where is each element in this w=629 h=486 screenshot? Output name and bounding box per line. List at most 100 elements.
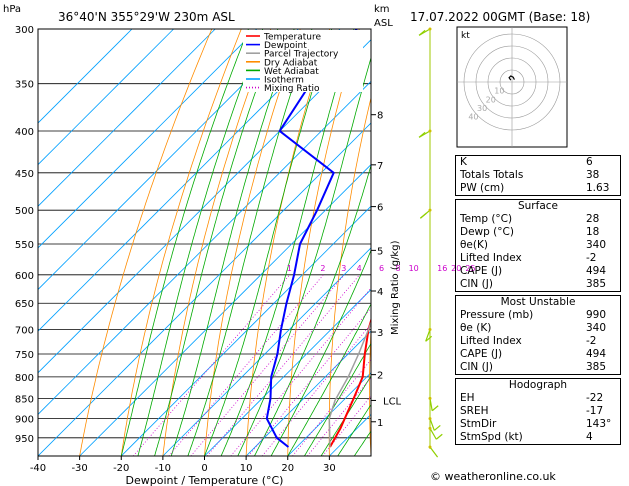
most-unstable-value: 385: [586, 361, 607, 373]
most-unstable-value: 340: [586, 322, 607, 334]
km-tick-label: 3: [377, 328, 383, 339]
dry-adiabat-line: [620, 29, 629, 456]
pressure-tick-label: 350: [15, 80, 34, 91]
surface-row: θe(K) 340: [456, 239, 620, 252]
most-unstable-value: 990: [586, 309, 607, 321]
wet-adiabat-line: [187, 29, 313, 456]
index-value: 6: [586, 156, 593, 168]
hodograph-ring-label: 30: [477, 104, 487, 113]
wind-barb-flag: [435, 433, 443, 440]
pressure-tick-label: 700: [15, 326, 34, 337]
wind-barb: [429, 446, 439, 458]
km-tick-label: 2: [377, 371, 383, 382]
surface-row: CAPE (J) 494: [456, 265, 620, 278]
most-unstable-row: CAPE (J) 494: [456, 348, 620, 361]
dry-adiabat-line: [408, 29, 447, 456]
pressure-tick-label: 900: [15, 415, 34, 426]
index-key: Totals Totals: [460, 169, 524, 181]
pressure-tick-label: 850: [15, 394, 34, 405]
isotherm-line: [38, 29, 133, 124]
pressure-tick-label: 450: [15, 169, 34, 180]
isotherm-line: [204, 288, 371, 456]
most-unstable-title: Most Unstable: [500, 296, 576, 308]
wind-barb-flag: [419, 212, 427, 219]
wind-barb-dot: [428, 426, 432, 430]
km-tick-label: 6: [377, 203, 383, 214]
isotherm-line: [245, 330, 371, 456]
hodograph-value: 143°: [586, 418, 612, 430]
hodograph-row: StmDir 143°: [456, 418, 620, 431]
dry-adiabat-line: [328, 96, 371, 456]
copyright-footer: © weatheronline.co.uk: [430, 470, 556, 483]
dry-adiabat-line: [368, 324, 371, 456]
wet-adiabat-line: [237, 56, 371, 456]
temperature-tick-label: -20: [113, 463, 129, 474]
dry-adiabat-line: [79, 29, 213, 456]
most-unstable-key: Pressure (mb): [460, 309, 534, 321]
dry-adiabat-line: [245, 29, 331, 456]
mixing-ratio-line: [206, 274, 360, 456]
asl-unit-label: ASL: [374, 18, 393, 29]
mixing-ratio-label: 20: [451, 264, 461, 273]
temperature-tick-label: -30: [71, 463, 87, 474]
wind-barb-dot: [428, 27, 432, 31]
dry-adiabat-line: [162, 29, 272, 456]
temperature-tick-label: 10: [240, 463, 253, 474]
km-tick-label: 4: [377, 287, 383, 298]
index-value: 38: [586, 169, 600, 181]
stats-indices-box: K 6 Totals Totals 38 PW (cm) 1.63: [455, 155, 621, 196]
index-key: PW (cm): [460, 182, 505, 194]
isotherm-line: [38, 122, 371, 456]
temperature-tick-label: 20: [281, 463, 294, 474]
surface-value: 385: [586, 278, 607, 290]
km-tick-label: 7: [377, 161, 383, 172]
mixing-ratio-label: 6: [379, 264, 384, 273]
pressure-tick-label: 750: [15, 350, 34, 361]
wet-adiabat-line: [120, 29, 249, 456]
km-tick-label: 8: [377, 111, 383, 122]
wind-barb: [429, 398, 433, 411]
wind-barb-dot: [428, 417, 432, 421]
mixing-ratio-line: [247, 307, 371, 456]
mixing-ratio-label: 1: [287, 264, 292, 273]
height-axis: 1 2 3 4 5 6 7 8 LCL Mixing Ratio (g/kg): [371, 111, 402, 429]
legend-entry: Isotherm: [264, 76, 304, 86]
mixing-ratio-label: 16: [437, 264, 447, 273]
dry-adiabat-line: [287, 29, 360, 456]
pressure-tick-label: 650: [15, 299, 34, 310]
surface-row: CIN (J) 385: [456, 278, 620, 291]
pressure-tick-label: 950: [15, 434, 34, 445]
mixing-ratio-axis-label: Mixing Ratio (g/kg): [390, 240, 401, 335]
x-axis-label: Dewpoint / Temperature (°C): [126, 474, 284, 486]
isotherm-line: [38, 29, 341, 332]
mixing-ratio-label: 3: [341, 264, 346, 273]
hodograph-title: Hodograph: [508, 379, 568, 391]
pressure-tick-label: 550: [15, 240, 34, 251]
most-unstable-row: Lifted Index -2: [456, 335, 620, 348]
most-unstable-key: θe (K): [460, 322, 492, 334]
most-unstable-value: 494: [586, 348, 607, 360]
surface-value: 28: [586, 213, 600, 225]
axes: 1 2 3 4 6 8 10 16 20 2530035040045050055060065070…: [15, 25, 476, 486]
pressure-tick-label: 800: [15, 373, 34, 384]
surface-row: Lifted Index -2: [456, 252, 620, 265]
pressure-tick-label: 600: [15, 271, 34, 282]
legend-background: [243, 30, 363, 92]
hodograph-ring-label: 10: [494, 87, 504, 96]
surface-row: Dewp (°C) 18: [456, 226, 620, 239]
temperature-tick-label: -10: [155, 463, 171, 474]
pressure-unit-label: hPa: [3, 4, 21, 15]
most-unstable-value: -2: [586, 335, 597, 347]
mixing-ratio-label: 10: [409, 264, 419, 273]
location-title: 36°40'N 355°29'W 230m ASL: [58, 10, 235, 24]
mixing-ratio-label: 8: [395, 264, 400, 273]
wind-barb: [429, 418, 435, 431]
km-tick-label: 5: [377, 246, 383, 257]
wet-adiabat-line: [220, 29, 355, 456]
legend-entry: Parcel Trajectory: [264, 50, 339, 60]
wind-barb-flag: [418, 29, 426, 36]
hodograph-unit-label: kt: [461, 31, 470, 41]
wind-barb-flag: [433, 425, 441, 431]
most-unstable-key: CIN (J): [460, 361, 493, 373]
